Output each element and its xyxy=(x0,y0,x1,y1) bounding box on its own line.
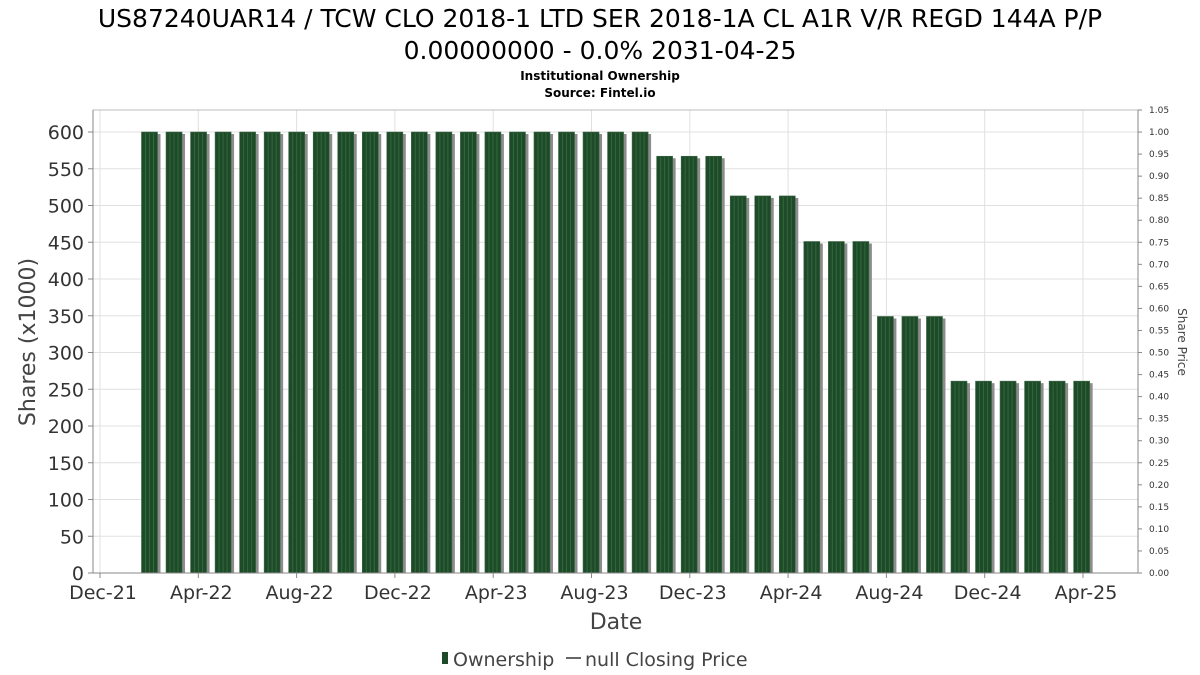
y-axis: 0 50 100 150 200 250 300 350 400 450 500 550 600 xyxy=(48,110,94,585)
x-axis: Dec-21 Apr-22 Aug-22 Dec-22 Apr-23 Aug-23 Dec-… xyxy=(69,572,1138,604)
y-tick-label: 250 xyxy=(48,379,84,401)
chart-title-line-1: US87240UAR14 / TCW CLO 2018-1 LTD SER 20… xyxy=(97,4,1103,33)
bars xyxy=(141,131,1093,574)
y-tick-label: 600 xyxy=(48,122,84,144)
y2-axis: 0.00 0.05 0.10 0.15 0.20 0.25 0.30 0.35 0.40 0.45… xyxy=(1137,106,1169,579)
x-tick-label: Aug-24 xyxy=(855,582,923,604)
y2-tick-label: 0.35 xyxy=(1149,415,1169,425)
y2-tick-label: 0.75 xyxy=(1149,238,1169,248)
y-tick-label: 150 xyxy=(48,453,84,475)
chart-title-line-2: 0.00000000 - 0.0% 2031-04-25 xyxy=(403,36,797,65)
x-tick-label: Apr-23 xyxy=(465,582,528,604)
y2-tick-label: 0.70 xyxy=(1149,260,1169,270)
x-tick-label: Dec-22 xyxy=(364,582,432,604)
y2-tick-label: 0.10 xyxy=(1149,525,1169,535)
y-tick-label: 350 xyxy=(48,306,84,328)
y-tick-label: 550 xyxy=(48,159,84,181)
y2-tick-label: 0.95 xyxy=(1149,150,1169,160)
y2-tick-label: 0.15 xyxy=(1149,503,1169,513)
legend-ownership-label: Ownership xyxy=(453,649,554,671)
y2-axis-label: Share Price xyxy=(1175,308,1189,376)
y-tick-label: 300 xyxy=(48,343,84,365)
y2-tick-label: 0.30 xyxy=(1149,437,1169,447)
y2-tick-label: 0.90 xyxy=(1149,172,1169,182)
x-tick-label: Aug-23 xyxy=(560,582,628,604)
y2-tick-label: 0.60 xyxy=(1149,304,1169,314)
x-tick-label: Dec-23 xyxy=(659,582,727,604)
y2-tick-label: 0.55 xyxy=(1149,326,1169,336)
y2-tick-label: 0.40 xyxy=(1149,393,1169,403)
y-tick-label: 100 xyxy=(48,490,84,512)
y2-tick-label: 0.50 xyxy=(1149,349,1169,359)
y2-tick-label: 0.80 xyxy=(1149,216,1169,226)
chart-source: Source: Fintel.io xyxy=(544,86,656,100)
y-tick-label: 450 xyxy=(48,232,84,254)
legend-ownership-swatch xyxy=(442,652,448,664)
y2-tick-label: 0.05 xyxy=(1149,547,1169,557)
x-tick-label: Apr-24 xyxy=(760,582,823,604)
x-tick-label: Dec-21 xyxy=(69,582,137,604)
y-tick-label: 200 xyxy=(48,416,84,438)
y-tick-label: 400 xyxy=(48,269,84,291)
y-axis-label: Shares (x1000) xyxy=(16,258,41,426)
y-tick-label: 0 xyxy=(72,563,84,585)
legend-price-label: null Closing Price xyxy=(585,649,748,671)
x-tick-label: Apr-22 xyxy=(170,582,233,604)
y2-tick-label: 0.00 xyxy=(1149,569,1169,579)
chart-subtitle: Institutional Ownership xyxy=(520,69,680,83)
x-tick-label: Dec-24 xyxy=(954,582,1022,604)
x-tick-label: Aug-22 xyxy=(266,582,334,604)
y2-tick-label: 1.00 xyxy=(1149,128,1169,138)
y2-tick-label: 0.45 xyxy=(1149,371,1169,381)
y-tick-label: 500 xyxy=(48,196,84,218)
y2-tick-label: 0.20 xyxy=(1149,481,1169,491)
y2-tick-label: 1.05 xyxy=(1149,106,1169,116)
legend: Ownership null Closing Price xyxy=(442,649,748,671)
x-axis-label: Date xyxy=(590,610,643,635)
y2-tick-label: 0.25 xyxy=(1149,459,1169,469)
y2-tick-label: 0.65 xyxy=(1149,282,1169,292)
y-tick-label: 50 xyxy=(60,526,84,548)
x-tick-label: Apr-25 xyxy=(1055,582,1118,604)
y2-tick-label: 0.85 xyxy=(1149,194,1169,204)
